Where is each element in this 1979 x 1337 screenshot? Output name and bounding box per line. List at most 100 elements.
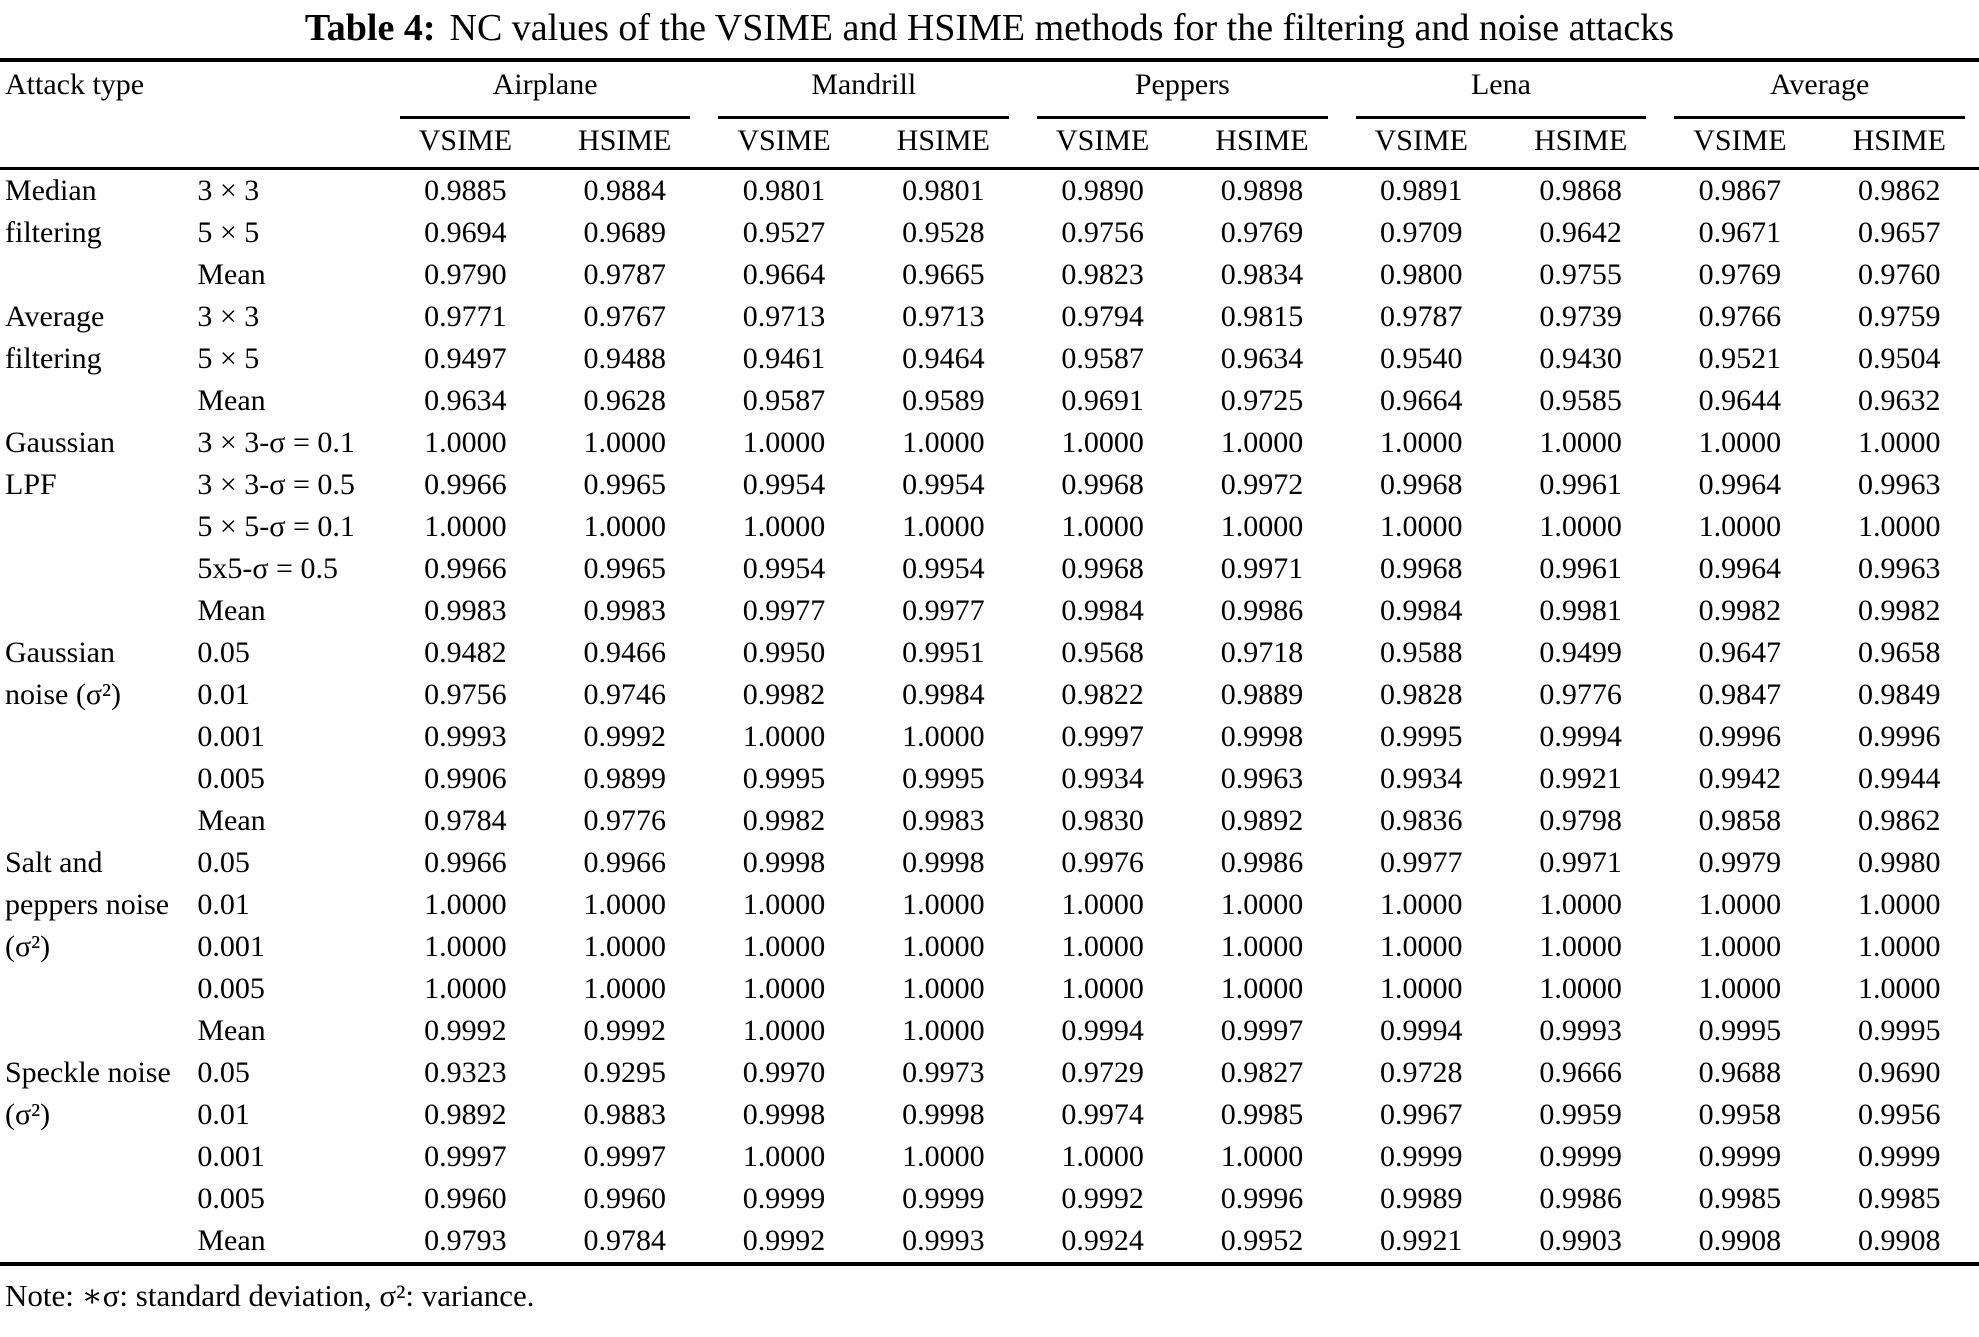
- value-cell: 0.9960: [583, 1182, 666, 1215]
- value-cell: 0.9982: [1858, 594, 1941, 627]
- table-title-text: NC values of the VSIME and HSIME methods…: [449, 7, 1675, 49]
- value-cell: 0.9784: [583, 1224, 666, 1257]
- table-row: peppers noise 0.01 1.0000 1.0000 1.0000 1.000…: [0, 884, 1979, 926]
- subcolumn-header-hsime: HSIME: [1533, 124, 1628, 157]
- value-cell: 0.9828: [1380, 678, 1463, 711]
- value-cell: 0.9647: [1698, 636, 1782, 669]
- value-cell: 0.9585: [1539, 384, 1622, 417]
- param-cell: 0.01: [197, 678, 250, 711]
- value-cell: 0.9892: [424, 1098, 507, 1131]
- value-cell: 1.0000: [424, 426, 507, 459]
- value-cell: 1.0000: [1380, 510, 1463, 543]
- value-cell: 0.9634: [1220, 342, 1304, 375]
- value-cell: 0.9971: [1220, 552, 1304, 585]
- group-header-label: Average: [1769, 68, 1870, 101]
- value-cell: 0.9800: [1380, 258, 1463, 291]
- value-cell: 0.9688: [1698, 1056, 1782, 1089]
- value-cell: 1.0000: [742, 510, 826, 543]
- value-cell: 0.9998: [1220, 720, 1304, 753]
- value-cell: 0.9999: [1539, 1140, 1622, 1173]
- value-cell: 0.9966: [424, 552, 507, 585]
- value-cell: 0.9944: [1858, 762, 1941, 795]
- param-cell: 5 × 5: [197, 216, 260, 249]
- param-cell: 3 × 3-σ = 0.5: [197, 468, 355, 501]
- group-header-row: Attack type Airplane Mandrill Peppers Lena A…: [0, 60, 1979, 119]
- table-row: Salt and 0.05 0.9966 0.9966 0.9998 0.9998 0.99…: [0, 842, 1979, 884]
- value-cell: 0.9954: [742, 468, 826, 501]
- value-cell: 0.9766: [1698, 300, 1782, 333]
- value-cell: 0.9966: [424, 846, 507, 879]
- value-cell: 1.0000: [1061, 972, 1144, 1005]
- value-cell: 0.9952: [1220, 1224, 1304, 1257]
- value-cell: 0.9690: [1858, 1056, 1941, 1089]
- value-cell: 0.9966: [424, 468, 507, 501]
- value-cell: 0.9899: [583, 762, 666, 795]
- value-cell: 1.0000: [1539, 426, 1622, 459]
- value-cell: 1.0000: [583, 972, 666, 1005]
- value-cell: 0.9963: [1858, 468, 1941, 501]
- value-cell: 1.0000: [1380, 426, 1463, 459]
- value-cell: 0.9934: [1061, 762, 1144, 795]
- table-row: (σ²) 0.01 0.9892 0.9883 0.9998 0.9998 0.9974 0.…: [0, 1094, 1979, 1136]
- value-cell: 0.9986: [1220, 846, 1304, 879]
- group-header-mandrill: Mandrill: [704, 60, 1023, 119]
- value-cell: 0.9822: [1061, 678, 1144, 711]
- value-cell: 0.9960: [424, 1182, 507, 1215]
- value-cell: 0.9767: [583, 300, 666, 333]
- value-cell: 0.9718: [1220, 636, 1304, 669]
- value-cell: 1.0000: [1858, 972, 1941, 1005]
- value-cell: 1.0000: [1698, 972, 1782, 1005]
- value-cell: 1.0000: [1858, 510, 1941, 543]
- table-row: Mean 0.9793 0.9784 0.9992 0.9993 0.9924 0.9952…: [0, 1220, 1979, 1264]
- value-cell: 0.9994: [1380, 1014, 1463, 1047]
- param-cell: Mean: [197, 804, 266, 837]
- value-cell: 0.9963: [1220, 762, 1304, 795]
- attack-type-cell: [0, 254, 185, 296]
- value-cell: 1.0000: [902, 1014, 985, 1047]
- attack-type-cell: [0, 506, 185, 548]
- table-title-label: Table 4:: [304, 7, 436, 49]
- group-underline: [1037, 116, 1328, 119]
- param-cell: 0.005: [197, 972, 265, 1005]
- value-cell: 0.9961: [1539, 468, 1622, 501]
- value-cell: 0.9889: [1220, 678, 1304, 711]
- value-cell: 1.0000: [583, 930, 666, 963]
- value-cell: 0.9885: [424, 174, 507, 207]
- value-cell: 0.9934: [1380, 762, 1463, 795]
- value-cell: 1.0000: [1061, 510, 1144, 543]
- value-cell: 0.9977: [1380, 846, 1463, 879]
- value-cell: 0.9801: [902, 174, 985, 207]
- value-cell: 0.9794: [1061, 300, 1144, 333]
- value-cell: 1.0000: [1220, 1140, 1304, 1173]
- value-cell: 0.9995: [1380, 720, 1463, 753]
- value-cell: 0.9540: [1380, 342, 1463, 375]
- value-cell: 0.9965: [583, 552, 666, 585]
- value-cell: 0.9979: [1698, 846, 1782, 879]
- value-cell: 0.9664: [742, 258, 826, 291]
- value-cell: 1.0000: [1858, 888, 1941, 921]
- table-row: Gaussian 0.05 0.9482 0.9466 0.9950 0.9951 0.95…: [0, 632, 1979, 674]
- value-cell: 0.9847: [1698, 678, 1782, 711]
- param-cell: 0.001: [197, 1140, 265, 1173]
- value-cell: 0.9994: [1061, 1014, 1144, 1047]
- value-cell: 0.9694: [424, 216, 507, 249]
- value-cell: 0.9992: [583, 720, 666, 753]
- group-underline: [1674, 116, 1965, 119]
- value-cell: 1.0000: [742, 720, 826, 753]
- value-cell: 1.0000: [1061, 426, 1144, 459]
- value-cell: 0.9729: [1061, 1056, 1144, 1089]
- value-cell: 0.9997: [424, 1140, 507, 1173]
- value-cell: 0.9951: [902, 636, 985, 669]
- param-cell: 5x5-σ = 0.5: [197, 552, 338, 585]
- table-row: 0.005 0.9906 0.9899 0.9995 0.9995 0.9934 0.996…: [0, 758, 1979, 800]
- value-cell: 1.0000: [1539, 930, 1622, 963]
- value-cell: 1.0000: [424, 510, 507, 543]
- table-row: Mean 0.9634 0.9628 0.9587 0.9589 0.9691 0.9725…: [0, 380, 1979, 422]
- value-cell: 0.9776: [583, 804, 666, 837]
- attack-type-cell: Gaussian: [5, 426, 115, 459]
- column-header-param: [185, 60, 385, 169]
- value-cell: 0.9999: [1858, 1140, 1941, 1173]
- group-header-peppers: Peppers: [1023, 60, 1342, 119]
- attack-type-cell: [0, 758, 185, 800]
- value-cell: 0.9728: [1380, 1056, 1463, 1089]
